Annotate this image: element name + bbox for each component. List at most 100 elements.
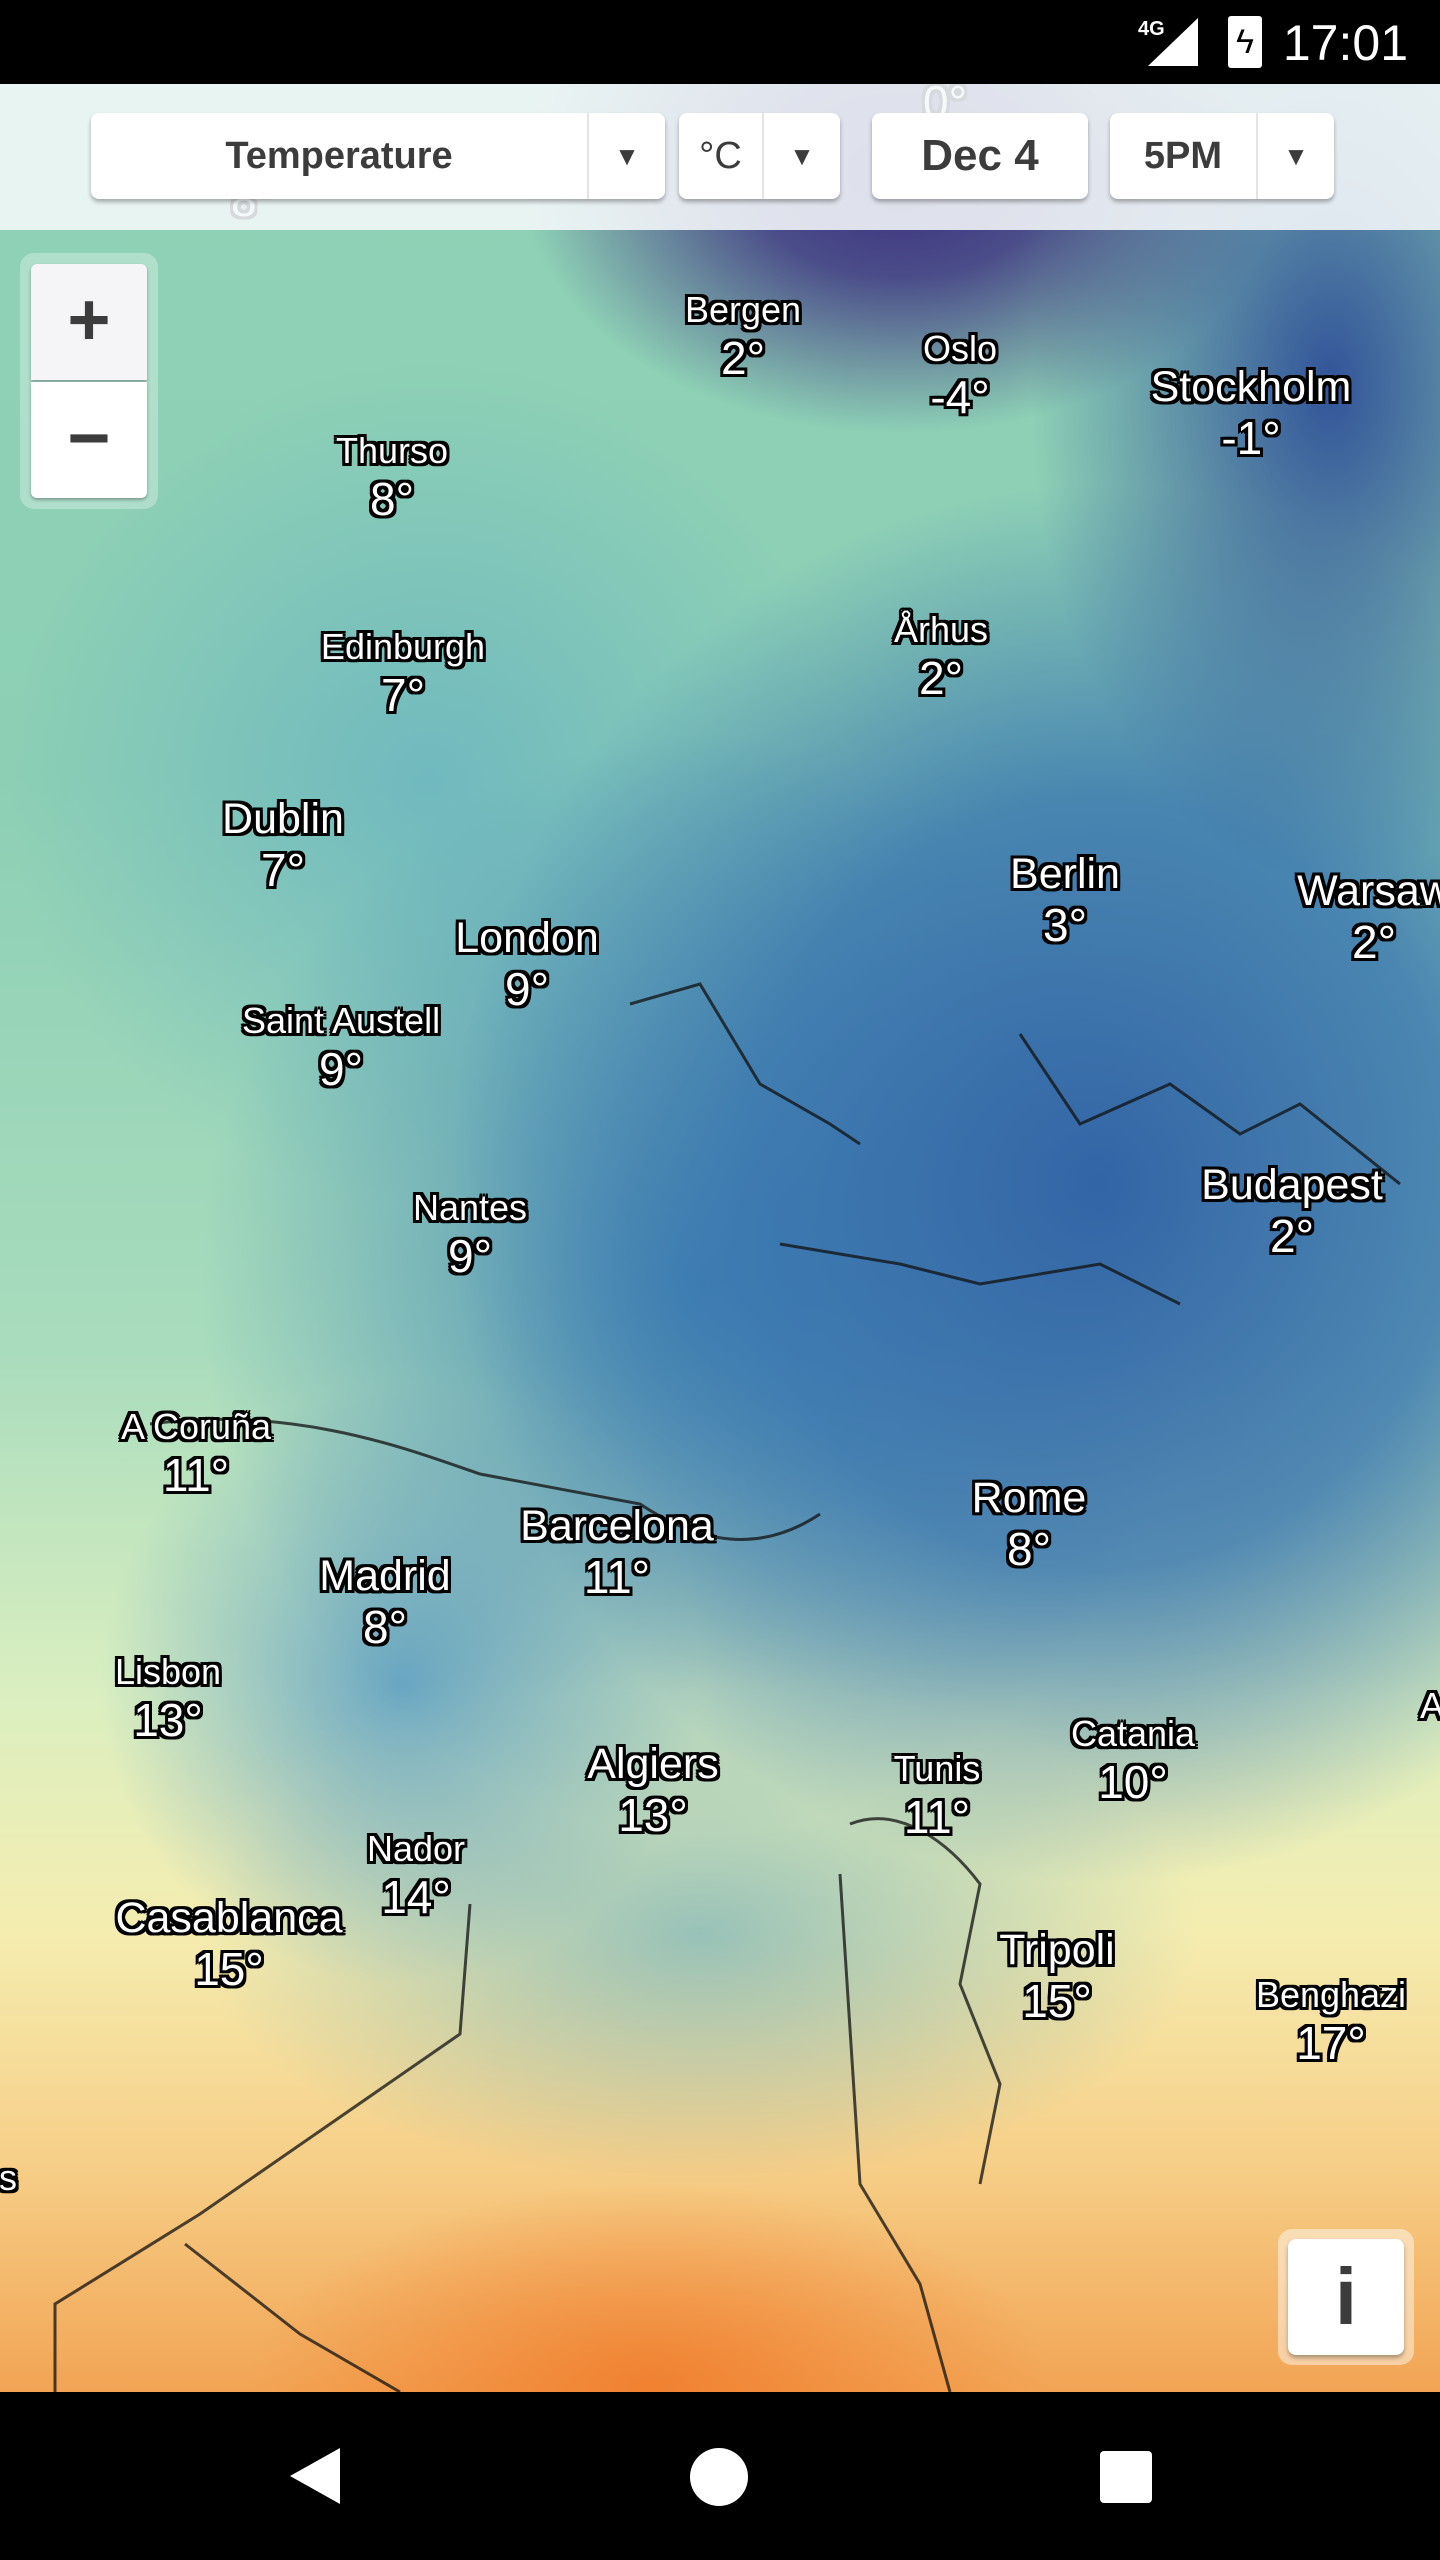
city-temp: 15° — [1022, 1975, 1092, 2027]
city-temp: 9° — [505, 963, 549, 1015]
recents-icon[interactable] — [1100, 2451, 1152, 2503]
date-label: Dec 4 — [921, 131, 1039, 180]
city-label[interactable]: Catania 10° — [1071, 1712, 1195, 1808]
city-name: Thurso — [335, 430, 449, 471]
dropdown-arrow-icon[interactable]: ▼ — [762, 113, 840, 199]
country-borders — [53, 982, 1401, 2392]
city-label[interactable]: Barcelona 11° — [520, 1501, 714, 1603]
city-label[interactable]: Bergen 2° — [685, 288, 801, 384]
city-label[interactable]: Benghazi 17° — [1256, 1973, 1406, 2069]
city-name: Tripoli — [999, 1926, 1115, 1974]
dropdown-arrow-icon[interactable]: ▼ — [587, 113, 665, 199]
city-temp: 7° — [261, 844, 305, 896]
city-name: s — [0, 2157, 17, 2198]
city-name: Catania — [1070, 1713, 1196, 1754]
city-label[interactable]: Algiers 13° — [587, 1739, 718, 1841]
city-name: Århus — [893, 609, 989, 650]
city-temp: 9° — [448, 1230, 492, 1282]
city-temp: 11° — [583, 1551, 651, 1603]
city-label[interactable]: Warsaw 2° — [1297, 866, 1440, 968]
city-label[interactable]: Saint Austell 9° — [242, 999, 440, 1095]
signal-icon — [1148, 18, 1198, 66]
city-label[interactable]: Stockholm -1° — [1151, 362, 1352, 464]
city-name: Nantes — [412, 1187, 528, 1228]
city-name: A Coruña — [120, 1406, 272, 1447]
unit-label: °C — [699, 134, 742, 177]
city-temp: 15° — [194, 1943, 264, 1995]
city-label[interactable]: A Coruña 11° — [121, 1405, 271, 1501]
zoom-in-button[interactable]: + — [31, 264, 147, 380]
clock: 17:01 — [1282, 15, 1408, 71]
city-label[interactable]: Berlin 3° — [1010, 849, 1120, 951]
battery-charging-icon: ϟ — [1228, 16, 1262, 68]
city-label[interactable]: Lisbon 13° — [115, 1650, 221, 1746]
zoom-out-button[interactable]: − — [31, 382, 147, 498]
date-button[interactable]: Dec 4 — [872, 113, 1088, 199]
city-label[interactable]: Budapest 2° — [1201, 1160, 1383, 1262]
city-name: Nador — [366, 1828, 466, 1869]
city-label[interactable]: London 9° — [455, 913, 599, 1015]
city-temp: 9° — [319, 1043, 363, 1095]
city-name: Saint Austell — [241, 1000, 441, 1041]
city-label[interactable]: Casablanca 15° — [115, 1893, 342, 1995]
city-name: Warsaw — [1297, 867, 1440, 915]
zoom-controls: + − — [20, 253, 158, 509]
unit-select[interactable]: °C ▼ — [679, 113, 840, 199]
city-label[interactable]: Thurso 8° — [336, 429, 448, 525]
back-icon[interactable] — [290, 2448, 340, 2504]
city-temp: 2° — [1352, 916, 1396, 968]
city-name: Algiers — [587, 1740, 719, 1788]
city-temp: -4° — [930, 371, 990, 423]
city-temp: 8° — [363, 1601, 407, 1653]
city-name: Casablanca — [115, 1894, 343, 1942]
city-label[interactable]: Oslo -4° — [923, 327, 997, 423]
city-label[interactable]: Edinburgh 7° — [321, 625, 485, 721]
city-name: Rome — [971, 1474, 1087, 1522]
city-name: Bergen — [684, 289, 802, 330]
city-name: Lisbon — [114, 1651, 222, 1692]
time-label: 5PM — [1143, 134, 1223, 177]
city-label[interactable]: s — [0, 2156, 17, 2200]
city-temp: 10° — [1098, 1756, 1168, 1808]
city-temp: 2° — [721, 332, 765, 384]
city-name: Tunis — [893, 1748, 981, 1789]
city-label[interactable]: Nantes 9° — [413, 1186, 527, 1282]
city-temp: 2° — [919, 652, 963, 704]
city-temp: 11° — [162, 1449, 230, 1501]
city-temp: 13° — [133, 1694, 203, 1746]
city-label[interactable]: Dublin 7° — [222, 794, 344, 896]
city-name: Stockholm — [1150, 363, 1352, 411]
layer-select[interactable]: Temperature ▼ — [91, 113, 665, 199]
city-label[interactable]: Tripoli 15° — [999, 1925, 1114, 2027]
dropdown-arrow-icon[interactable]: ▼ — [1256, 113, 1334, 199]
city-label[interactable]: Rome 8° — [972, 1473, 1087, 1575]
city-name: Madrid — [319, 1552, 451, 1600]
city-temp: 3° — [1043, 899, 1087, 951]
info-control: i — [1278, 2229, 1414, 2365]
city-temp: 17° — [1296, 2017, 1366, 2069]
city-temp: 8° — [1007, 1523, 1051, 1575]
city-temp: 11° — [903, 1791, 971, 1843]
city-label[interactable]: Århus 2° — [894, 608, 988, 704]
city-name: Budapest — [1201, 1161, 1383, 1209]
city-name: A — [1419, 1685, 1440, 1726]
home-icon[interactable] — [690, 2448, 748, 2506]
city-temp: 8° — [370, 473, 414, 525]
time-select[interactable]: 5PM ▼ — [1110, 113, 1334, 199]
city-temp: -1° — [1221, 412, 1281, 464]
city-temp: 13° — [618, 1789, 688, 1841]
layer-label: Temperature — [225, 134, 453, 177]
info-button[interactable]: i — [1288, 2239, 1404, 2355]
city-label[interactable]: A — [1420, 1684, 1440, 1728]
city-temp: 14° — [381, 1871, 451, 1923]
city-name: Benghazi — [1255, 1974, 1407, 2015]
city-label[interactable]: Nador 14° — [367, 1827, 465, 1923]
city-label[interactable]: Madrid 8° — [319, 1551, 450, 1653]
city-label[interactable]: Tunis 11° — [894, 1747, 981, 1843]
status-bar: 4G ϟ 17:01 — [0, 0, 1440, 84]
city-temp: 7° — [381, 669, 425, 721]
city-name: Berlin — [1010, 850, 1120, 898]
city-name: Edinburgh — [320, 626, 486, 667]
city-name: Barcelona — [520, 1502, 714, 1550]
